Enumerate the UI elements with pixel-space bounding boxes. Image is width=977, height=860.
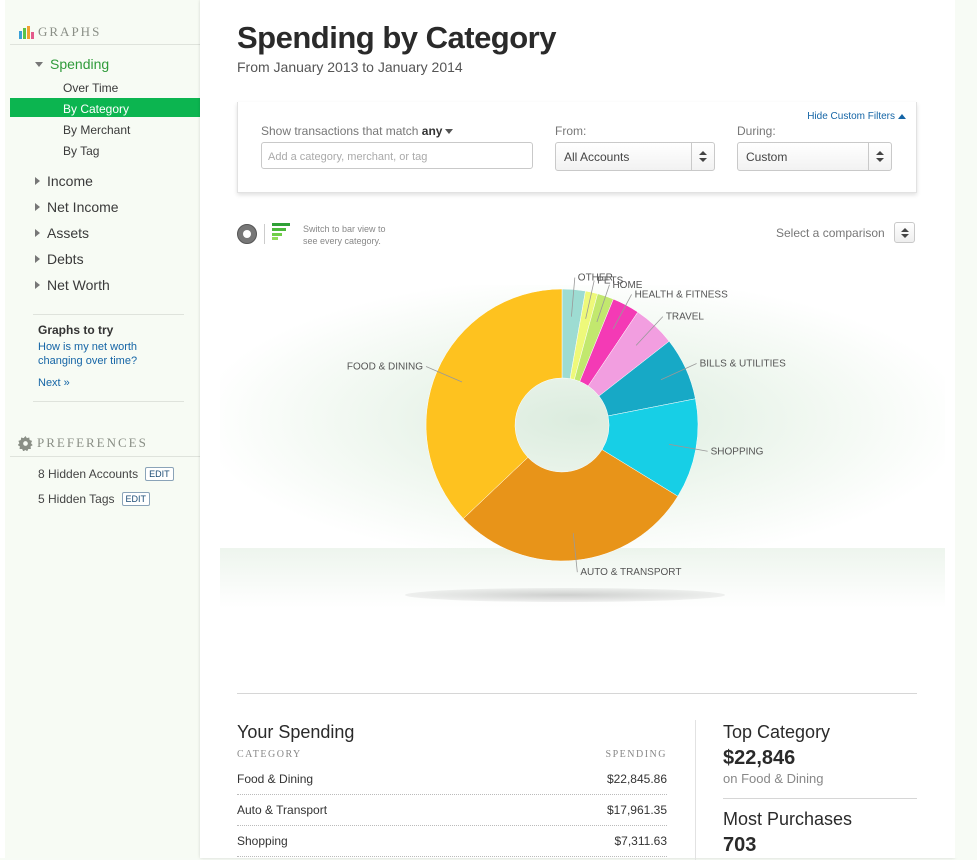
comparison-label: Select a comparison xyxy=(776,226,885,240)
nav-by-tag[interactable]: By Tag xyxy=(63,144,100,158)
table-header: CATEGORY SPENDING xyxy=(237,749,667,760)
hidden-tags: 5 Hidden Tags EDIT xyxy=(38,492,151,506)
edit-hidden-accounts-button[interactable]: EDIT xyxy=(145,467,174,481)
chevron-right-icon xyxy=(35,255,40,263)
caret-down-icon xyxy=(445,129,454,135)
pie-leader-line xyxy=(668,443,708,452)
chevron-down-icon xyxy=(35,61,43,67)
row-amount: $7,311.63 xyxy=(614,834,668,848)
pie-leader-line xyxy=(660,363,697,381)
bar-chart-icon xyxy=(18,25,34,39)
nav-by-merchant[interactable]: By Merchant xyxy=(63,123,131,137)
top-category-sub: on Food & Dining xyxy=(723,771,824,786)
nav-over-time[interactable]: Over Time xyxy=(63,81,119,95)
from-select[interactable]: All Accounts xyxy=(555,142,715,171)
pie-label: AUTO & TRANSPORT xyxy=(580,567,681,578)
row-amount: $22,845.86 xyxy=(606,772,667,786)
filter-search-input[interactable]: Add a category, merchant, or tag xyxy=(261,142,533,169)
spending-stats: Top Category $22,846 on Food & Dining Mo… xyxy=(723,722,917,857)
edit-hidden-tags-button[interactable]: EDIT xyxy=(121,492,151,506)
match-any-dropdown[interactable]: any xyxy=(421,124,443,138)
sidebar: GRAPHS Spending Over Time By Category By… xyxy=(0,0,205,858)
nav-by-category[interactable]: By Category xyxy=(63,102,130,116)
table-row[interactable]: Food & Dining $22,845.86 xyxy=(237,764,667,795)
pie-leader-line xyxy=(596,284,610,323)
spending-column-header: SPENDING xyxy=(605,749,667,760)
next-link[interactable]: Next » xyxy=(38,377,70,389)
pie-label: FOOD & DINING xyxy=(347,362,423,373)
page-title: Spending by Category xyxy=(237,20,556,55)
row-amount: $17,961.35 xyxy=(606,803,667,817)
pie-label: PETS xyxy=(597,276,623,287)
pie-label: HEALTH & FITNESS xyxy=(635,289,728,300)
row-category: Shopping xyxy=(237,834,288,848)
hidden-accounts: 8 Hidden Accounts EDIT xyxy=(38,467,174,481)
preferences-heading: PREFERENCES xyxy=(18,435,148,451)
pie-leader-line xyxy=(571,277,576,317)
bar-view-icon[interactable] xyxy=(272,222,292,245)
top-category-value: $22,846 xyxy=(723,747,796,769)
pie-leader-line xyxy=(612,294,632,330)
row-category: Food & Dining xyxy=(237,772,314,786)
nav-net-income[interactable]: Net Income xyxy=(35,199,119,215)
donut-view-icon[interactable] xyxy=(237,223,257,244)
graphs-to-try-title: Graphs to try xyxy=(38,323,114,337)
pie-slice-food-dining[interactable] xyxy=(425,288,563,519)
pie-label: SHOPPING xyxy=(711,446,764,457)
pie-leader-line xyxy=(425,366,463,383)
category-column-header: CATEGORY xyxy=(237,749,302,760)
pie-leader-line xyxy=(572,533,578,573)
main-panel: Spending by Category From January 2013 t… xyxy=(200,0,955,860)
pie-label: BILLS & UTILITIES xyxy=(700,358,786,369)
chart-shadow xyxy=(405,588,725,602)
your-spending-title: Your Spending xyxy=(237,722,355,742)
view-toggle xyxy=(237,222,292,245)
table-row[interactable]: Auto & Transport $17,961.35 xyxy=(237,795,667,826)
during-label: During: xyxy=(737,124,776,138)
active-highlight xyxy=(10,98,204,117)
hide-custom-filters-link[interactable]: Hide Custom Filters xyxy=(807,111,906,122)
nav-debts[interactable]: Debts xyxy=(35,251,84,267)
gear-icon xyxy=(18,435,33,451)
comparison-select[interactable] xyxy=(894,222,915,243)
nav-spending[interactable]: Spending xyxy=(35,56,109,72)
nav-income[interactable]: Income xyxy=(35,173,93,189)
graphs-heading: GRAPHS xyxy=(18,24,101,40)
custom-filters: Hide Custom Filters Show transactions th… xyxy=(237,102,917,193)
nav-assets[interactable]: Assets xyxy=(35,225,89,241)
table-row[interactable]: Shopping $7,311.63 xyxy=(237,826,667,857)
switch-to-bar-hint: Switch to bar view to see every category… xyxy=(303,224,386,246)
top-category-label: Top Category xyxy=(723,722,831,742)
graphs-to-try: Graphs to try How is my net worth changi… xyxy=(38,323,184,390)
during-select[interactable]: Custom xyxy=(737,142,892,171)
select-arrows-icon xyxy=(868,143,891,170)
most-purchases-value: 703 xyxy=(723,834,757,856)
pie-leader-line xyxy=(635,316,664,346)
chevron-right-icon xyxy=(35,177,40,185)
match-label: Show transactions that match any xyxy=(261,124,454,138)
row-category: Auto & Transport xyxy=(237,803,328,817)
caret-up-icon xyxy=(898,113,906,119)
your-spending-table: Your Spending CATEGORY SPENDING Food & D… xyxy=(237,722,667,857)
pie-label: OTHER xyxy=(578,273,613,284)
chevron-right-icon xyxy=(35,281,40,289)
chevron-right-icon xyxy=(35,229,40,237)
select-arrows-icon xyxy=(691,143,714,170)
pie-label: HOME xyxy=(612,280,642,291)
most-purchases-label: Most Purchases xyxy=(723,809,853,829)
pie-label: TRAVEL xyxy=(666,312,705,323)
pie-slice-auto-transport[interactable] xyxy=(462,449,679,562)
graph-suggestion-link[interactable]: How is my net worth changing over time? xyxy=(38,341,138,367)
nav-net-worth[interactable]: Net Worth xyxy=(35,277,110,293)
page-subtitle: From January 2013 to January 2014 xyxy=(237,59,463,75)
chevron-right-icon xyxy=(35,203,40,211)
from-label: From: xyxy=(555,124,587,138)
pie-leader-line xyxy=(585,280,595,319)
